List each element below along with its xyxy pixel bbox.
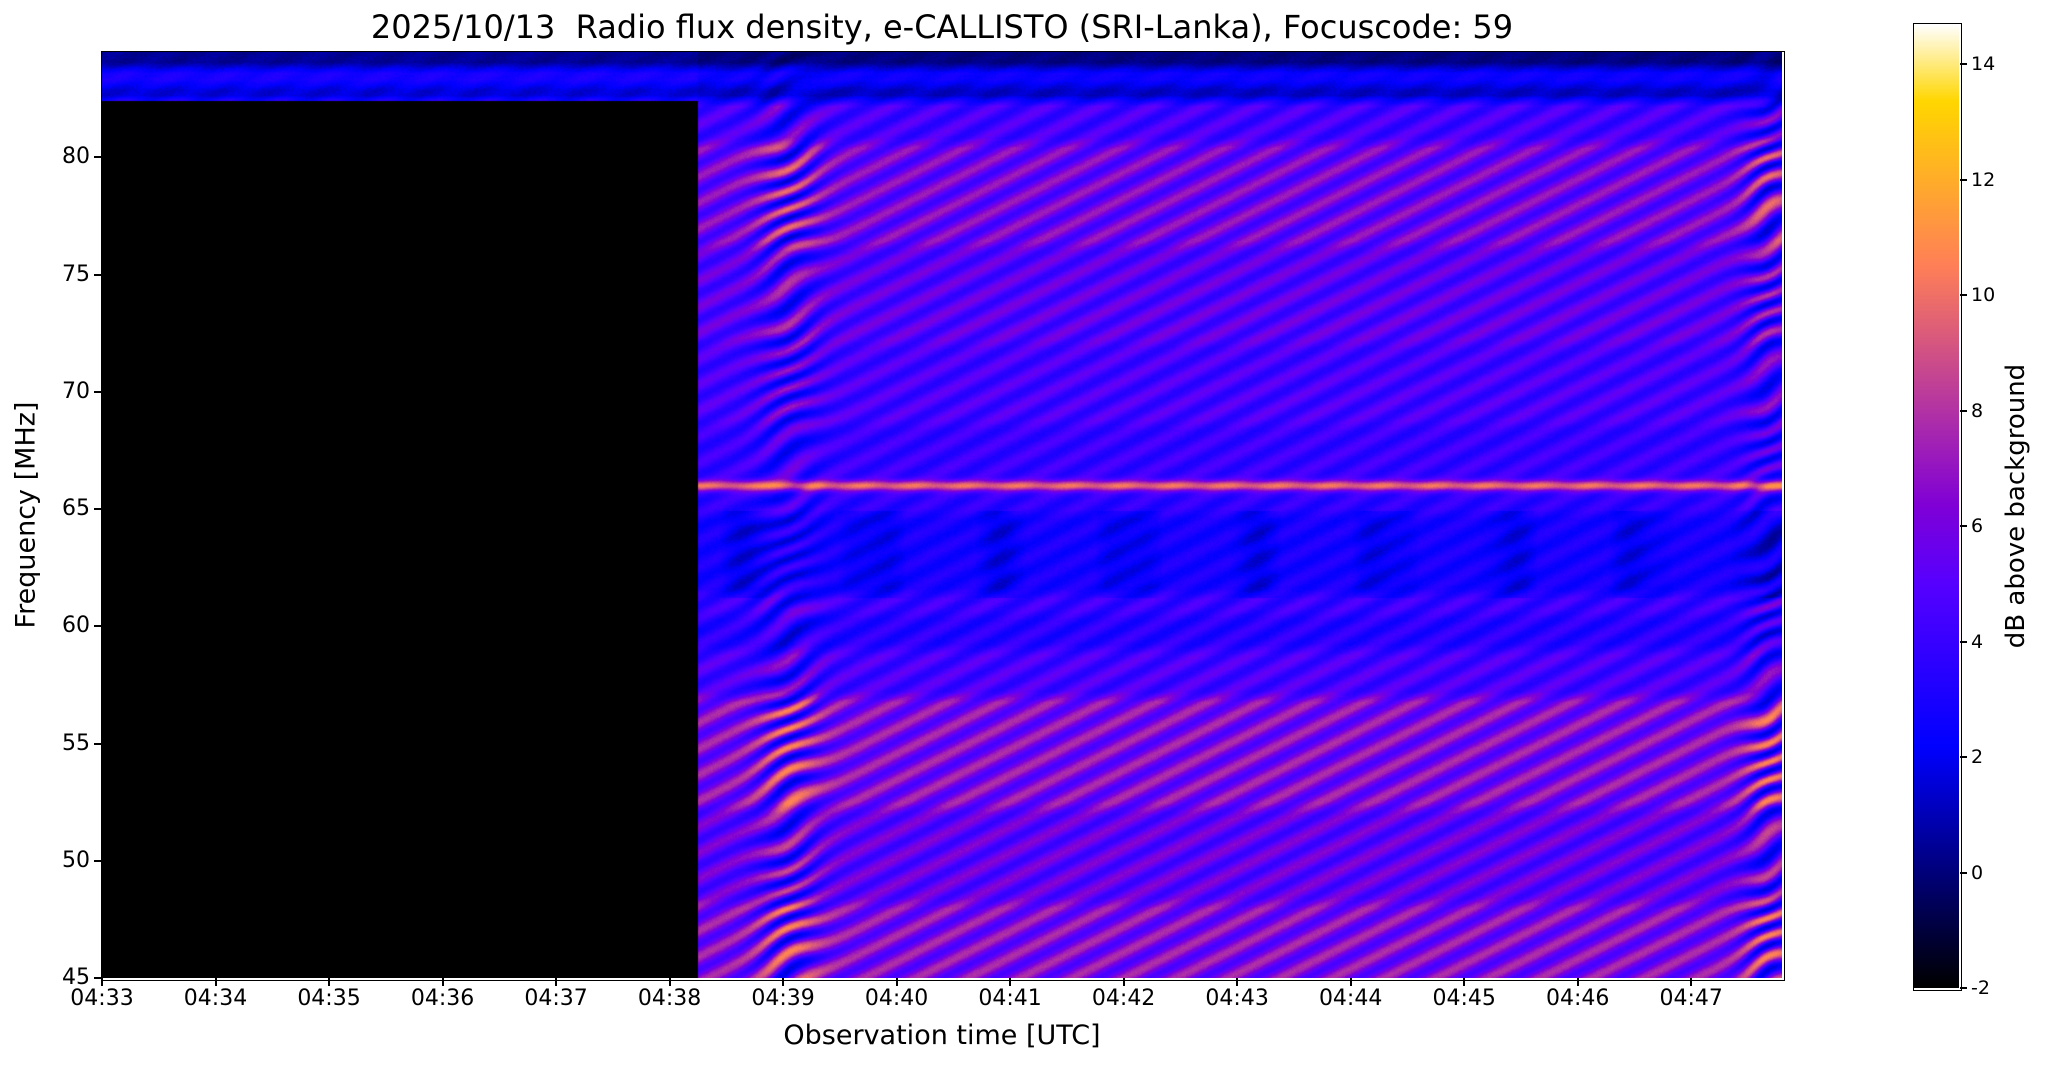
x-tick-label: 04:47 (1659, 986, 1723, 1011)
y-axis-label: Frequency [MHz] (10, 401, 42, 629)
y-tick-label: 50 (62, 847, 90, 873)
x-tick-label: 04:37 (524, 986, 588, 1011)
plot-area (101, 51, 1785, 981)
colorbar-tick-label: 2 (1971, 746, 1984, 769)
x-tick-label: 04:34 (183, 986, 248, 1011)
colorbar-tick-label: 0 (1971, 861, 1984, 884)
x-tick-label: 04:44 (1318, 986, 1383, 1011)
x-tick-label: 04:40 (864, 986, 929, 1011)
y-tick-label: 45 (62, 965, 90, 990)
y-tick-label: 55 (62, 730, 90, 756)
x-tick-label: 04:41 (978, 986, 1042, 1011)
x-tick-label: 04:33 (70, 986, 134, 1011)
colorbar-tick-label: 10 (1971, 284, 1996, 307)
y-tick-label: 80 (62, 144, 90, 170)
colorbar-tick-label: 14 (1971, 53, 1996, 76)
chart-title: 2025/10/13 Radio flux density, e-CALLIST… (370, 8, 1514, 46)
x-tick-label: 04:39 (751, 986, 815, 1011)
colorbar-gradient (1914, 24, 1959, 988)
x-tick-label: 04:36 (410, 986, 475, 1011)
x-tick-label: 04:43 (1205, 986, 1269, 1011)
spectrogram-heatmap (102, 52, 1782, 978)
y-tick-label: 75 (62, 261, 90, 287)
x-tick-label: 04:38 (637, 986, 702, 1011)
x-tick-label: 04:46 (1545, 986, 1610, 1011)
colorbar-tick-label: -2 (1971, 977, 1990, 999)
colorbar-tick-label: 12 (1971, 168, 1996, 191)
colorbar (1913, 23, 1962, 991)
colorbar-label: dB above background (2001, 363, 2031, 649)
x-tick-label: 04:45 (1432, 986, 1496, 1011)
x-tick-label: 04:35 (297, 986, 361, 1011)
x-tick-label: 04:42 (1091, 986, 1156, 1011)
x-axis-label: Observation time [UTC] (783, 1020, 1101, 1051)
